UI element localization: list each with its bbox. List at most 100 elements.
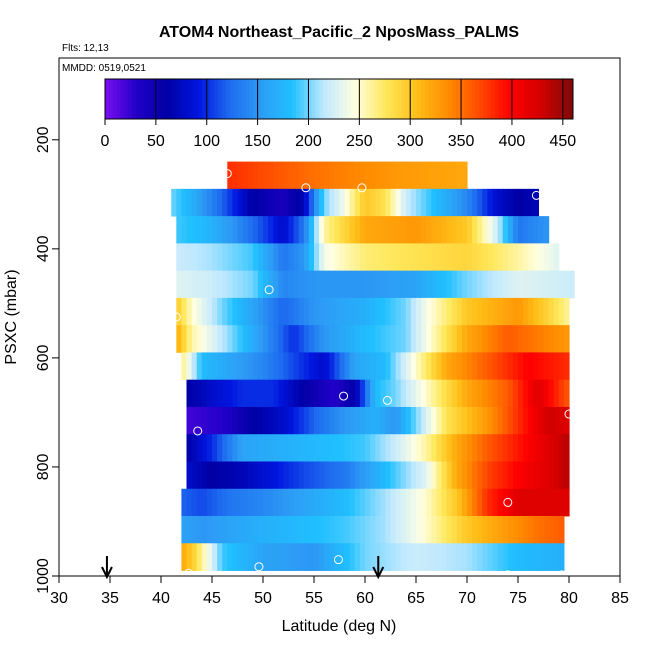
heatmap-cell	[400, 434, 407, 462]
heatmap-cell	[400, 352, 407, 381]
sample-circle	[503, 570, 513, 580]
heatmap-cell	[431, 543, 437, 571]
heatmap-cell	[512, 406, 519, 435]
heatmap-cell	[528, 188, 534, 217]
heatmap-cell	[242, 216, 249, 244]
heatmap-cell	[232, 379, 239, 408]
heatmap-band	[181, 516, 565, 544]
heatmap-cell	[461, 188, 468, 217]
x-tick-label: 70	[458, 590, 476, 607]
heatmap-cell	[303, 325, 310, 353]
heatmap-cell	[467, 243, 473, 272]
heatmap-cell	[538, 406, 545, 435]
heatmap-cell	[181, 516, 188, 544]
colorbar-segment	[292, 79, 297, 119]
heatmap-cell	[252, 188, 259, 217]
heatmap-cell	[334, 297, 341, 326]
heatmap-cell	[380, 488, 386, 517]
colorbar-segment	[116, 79, 122, 119]
heatmap-cell	[395, 243, 402, 272]
colorbar-segment	[479, 79, 484, 119]
heatmap-cell	[263, 461, 269, 490]
heatmap-cell	[201, 188, 208, 217]
heatmap-cell	[201, 270, 208, 299]
heatmap-cell	[232, 488, 239, 517]
colorbar-segment	[405, 79, 410, 119]
heatmap-cell	[461, 543, 468, 571]
colorbar-segment	[393, 79, 398, 119]
heatmap-cell	[553, 270, 560, 299]
heatmap-cell	[293, 406, 300, 435]
heatmap-cell	[293, 297, 300, 326]
heatmap-cell	[518, 352, 524, 381]
heatmap-cell	[242, 543, 249, 571]
heatmap-cell	[212, 243, 218, 272]
heatmap-cell	[344, 243, 351, 272]
heatmap-cell	[319, 488, 325, 517]
heatmap-cell	[263, 379, 269, 408]
heatmap-cell	[395, 516, 402, 544]
heatmap-cell	[186, 543, 193, 571]
heatmap-cell	[252, 161, 259, 190]
heatmap-cell	[176, 325, 182, 353]
heatmap-cell	[196, 488, 203, 517]
heatmap-cell	[416, 325, 422, 353]
heatmap-cell	[461, 461, 468, 490]
heatmap-cell	[410, 461, 417, 490]
heatmap-cell	[426, 188, 432, 217]
heatmap-cell	[303, 216, 310, 244]
heatmap-cell	[502, 325, 509, 353]
heatmap-cell	[247, 352, 254, 381]
heatmap-cell	[278, 216, 284, 244]
heatmap-cell	[395, 543, 402, 571]
heatmap-cell	[217, 297, 223, 326]
heatmap-cell	[441, 161, 448, 190]
heatmap-cell	[502, 188, 509, 217]
colorbar-segment	[136, 79, 141, 119]
heatmap-cell	[405, 379, 412, 408]
heatmap-cell	[467, 434, 473, 462]
heatmap-cell	[222, 434, 228, 462]
heatmap-cell	[446, 516, 453, 544]
heatmap-cell	[329, 270, 335, 299]
heatmap-cell	[421, 270, 427, 299]
heatmap-cell	[263, 406, 269, 435]
heatmap-cell	[324, 516, 330, 544]
colorbar-segment	[413, 79, 418, 119]
heatmap-cell	[283, 516, 290, 544]
heatmap-cell	[329, 243, 335, 272]
sample-circle	[503, 497, 513, 507]
heatmap-cell	[359, 543, 366, 571]
heatmap-cell	[247, 325, 254, 353]
heatmap-cell	[232, 270, 239, 299]
heatmap-cell	[528, 325, 534, 353]
colorbar-segment	[233, 79, 239, 119]
heatmap-cell	[380, 543, 386, 571]
sample-circle	[459, 148, 469, 158]
heatmap-cell	[538, 270, 545, 299]
heatmap-cell	[232, 352, 239, 381]
heatmap-cell	[288, 516, 295, 544]
heatmap-cell	[416, 434, 422, 462]
heatmap-cell	[222, 406, 228, 435]
flight-arrow	[101, 556, 113, 580]
colorbar-segment	[498, 79, 504, 119]
heatmap-cell	[354, 488, 361, 517]
heatmap-cell	[405, 406, 412, 435]
heatmap-cell	[278, 406, 284, 435]
heatmap-cell	[324, 406, 330, 435]
heatmap-cell	[273, 270, 279, 299]
heatmap-cell	[217, 379, 223, 408]
heatmap-cell	[446, 325, 453, 353]
colorbar-segment	[105, 79, 110, 119]
heatmap-cell	[538, 434, 545, 462]
colorbar-segment	[467, 79, 473, 119]
heatmap-cell	[273, 161, 279, 190]
heatmap-cell	[492, 406, 499, 435]
heatmap-cell	[380, 161, 386, 190]
heatmap-cell	[395, 188, 402, 217]
heatmap-cell	[308, 352, 315, 381]
heatmap-cell	[252, 216, 259, 244]
heatmap-cell	[518, 216, 524, 244]
heatmap-cell	[563, 406, 570, 435]
